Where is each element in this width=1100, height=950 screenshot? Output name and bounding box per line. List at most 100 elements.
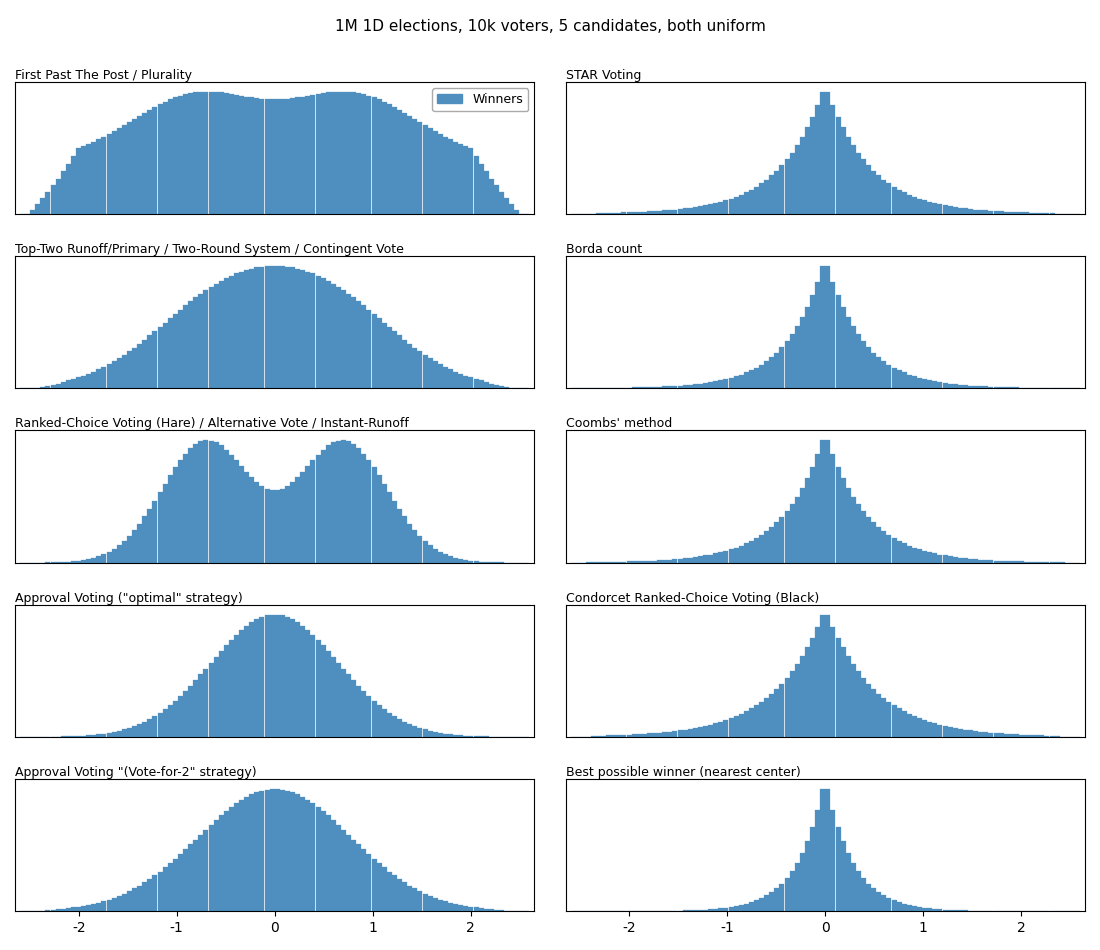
- Bar: [647, 560, 652, 562]
- Bar: [279, 488, 285, 562]
- Bar: [142, 517, 147, 562]
- Bar: [341, 829, 346, 911]
- Bar: [163, 484, 167, 562]
- Bar: [749, 709, 754, 737]
- Bar: [509, 204, 514, 214]
- Bar: [362, 453, 366, 562]
- Bar: [473, 379, 478, 389]
- Bar: [917, 199, 922, 214]
- Bar: [784, 160, 790, 214]
- Bar: [438, 900, 443, 911]
- Bar: [331, 820, 335, 911]
- Bar: [728, 907, 734, 911]
- Text: Top-Two Runoff/Primary / Two-Round System / Contingent Vote: Top-Two Runoff/Primary / Two-Round Syste…: [15, 243, 404, 256]
- Bar: [219, 280, 223, 389]
- Bar: [647, 387, 652, 389]
- Bar: [448, 734, 453, 737]
- Bar: [943, 909, 947, 911]
- Bar: [749, 902, 754, 911]
- Bar: [840, 478, 846, 562]
- Bar: [948, 557, 953, 562]
- Bar: [188, 93, 194, 214]
- Bar: [81, 560, 86, 562]
- Bar: [953, 728, 958, 737]
- Bar: [223, 811, 229, 911]
- Bar: [279, 789, 285, 911]
- Bar: [631, 561, 637, 562]
- Bar: [270, 490, 275, 562]
- Bar: [764, 361, 769, 389]
- Bar: [356, 301, 361, 389]
- Bar: [856, 153, 861, 214]
- Bar: [250, 97, 254, 214]
- Bar: [881, 180, 887, 214]
- Bar: [892, 705, 896, 737]
- Bar: [989, 732, 993, 737]
- Bar: [336, 663, 341, 737]
- Bar: [250, 269, 254, 389]
- Bar: [999, 387, 1003, 389]
- Bar: [376, 100, 382, 214]
- Bar: [652, 211, 657, 214]
- Bar: [204, 440, 208, 562]
- Bar: [341, 91, 346, 214]
- Bar: [56, 179, 60, 214]
- Bar: [780, 884, 784, 911]
- Bar: [678, 559, 682, 562]
- Bar: [902, 543, 906, 562]
- Bar: [631, 734, 637, 737]
- Bar: [351, 444, 356, 562]
- Bar: [290, 483, 295, 562]
- Bar: [250, 478, 254, 562]
- Bar: [887, 183, 891, 214]
- Bar: [993, 211, 999, 214]
- Bar: [922, 379, 927, 389]
- Bar: [805, 307, 810, 389]
- Bar: [126, 352, 132, 389]
- Bar: [754, 538, 759, 562]
- Bar: [937, 382, 943, 389]
- Bar: [989, 387, 993, 389]
- Bar: [621, 561, 627, 562]
- Bar: [877, 527, 881, 562]
- Bar: [815, 454, 821, 562]
- Bar: [438, 364, 443, 389]
- Bar: [958, 910, 962, 911]
- Bar: [621, 734, 627, 737]
- Bar: [422, 125, 428, 214]
- Bar: [275, 99, 279, 214]
- Bar: [173, 97, 178, 214]
- Bar: [463, 560, 469, 562]
- Bar: [198, 835, 204, 911]
- Bar: [346, 92, 351, 214]
- Bar: [647, 212, 652, 214]
- Bar: [310, 461, 316, 562]
- Bar: [784, 878, 790, 911]
- Bar: [101, 733, 107, 737]
- Bar: [66, 908, 70, 911]
- Bar: [132, 119, 138, 214]
- Bar: [821, 440, 825, 562]
- Bar: [795, 863, 800, 911]
- Bar: [616, 213, 622, 214]
- Bar: [993, 560, 999, 562]
- Bar: [290, 98, 295, 214]
- Bar: [734, 547, 738, 562]
- Bar: [138, 116, 142, 214]
- Bar: [892, 186, 896, 214]
- Bar: [316, 276, 320, 389]
- Bar: [657, 387, 662, 389]
- Bar: [836, 826, 840, 911]
- Bar: [112, 361, 117, 389]
- Bar: [76, 560, 81, 562]
- Bar: [260, 99, 264, 214]
- Bar: [453, 371, 458, 389]
- Bar: [989, 560, 993, 562]
- Bar: [830, 809, 835, 911]
- Bar: [107, 732, 111, 737]
- Bar: [861, 878, 866, 911]
- Bar: [320, 449, 326, 562]
- Bar: [300, 626, 305, 737]
- Bar: [412, 530, 417, 562]
- Bar: [693, 207, 697, 214]
